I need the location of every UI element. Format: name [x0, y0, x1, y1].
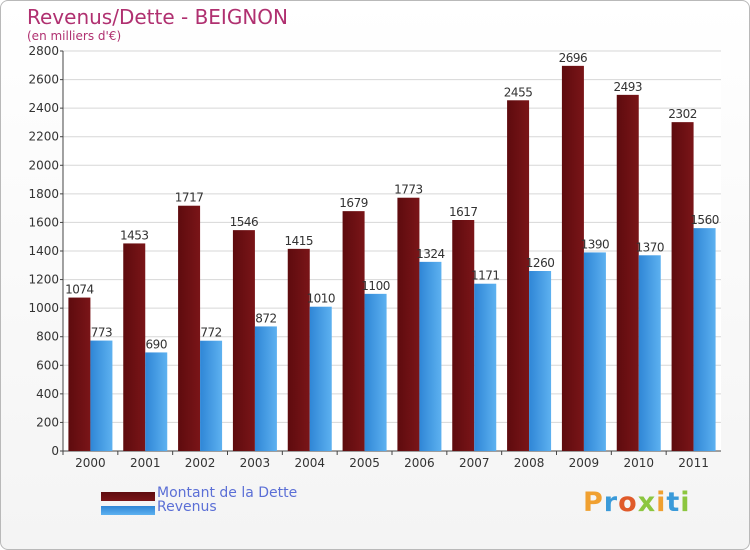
y-tick-label: 200 — [36, 415, 59, 429]
data-label-revenue: 1171 — [471, 269, 500, 283]
bar-debt — [561, 65, 584, 451]
data-label-revenue: 1100 — [361, 279, 390, 293]
data-label-revenue: 1370 — [635, 240, 664, 254]
bar-debt — [397, 197, 420, 451]
logo-letter: i — [656, 487, 667, 518]
bar-debt — [232, 230, 255, 451]
bar-revenue — [200, 340, 223, 451]
bar-revenue — [583, 252, 606, 451]
x-tick-label: 2011 — [678, 456, 709, 470]
logo-letter: t — [666, 487, 681, 518]
y-tick-label: 2600 — [28, 73, 59, 87]
bar-revenue — [693, 228, 716, 451]
bar-revenue — [145, 352, 168, 451]
bar-revenue — [638, 255, 661, 451]
x-tick-label: 2007 — [459, 456, 490, 470]
legend-label-debt: Montant de la Dette — [157, 485, 298, 501]
data-label-debt: 1773 — [394, 183, 423, 197]
bar-revenue — [309, 306, 332, 451]
y-tick-label: 0 — [51, 444, 59, 458]
data-label-debt: 1679 — [339, 196, 368, 210]
x-tick-label: 2009 — [569, 456, 600, 470]
data-label-revenue: 1010 — [306, 292, 335, 306]
y-tick-label: 1600 — [28, 215, 59, 229]
data-label-debt: 2696 — [559, 51, 588, 65]
y-tick-label: 2800 — [28, 44, 59, 58]
y-tick-label: 2200 — [28, 130, 59, 144]
data-label-revenue: 1560 — [690, 213, 719, 227]
data-label-revenue: 690 — [146, 337, 167, 351]
data-label-debt: 2302 — [668, 107, 697, 121]
bar-revenue — [90, 340, 113, 451]
bar-revenue — [364, 293, 387, 451]
bar-revenue — [529, 271, 552, 451]
data-label-debt: 1717 — [175, 191, 204, 205]
data-label-debt: 1546 — [230, 215, 259, 229]
chart-title: Revenus/Dette - BEIGNON — [27, 5, 288, 29]
x-tick-label: 2004 — [294, 456, 325, 470]
x-tick-label: 2000 — [75, 456, 106, 470]
data-label-revenue: 1260 — [526, 256, 555, 270]
bar-revenue — [474, 283, 497, 451]
bar-debt — [452, 220, 475, 451]
bar-debt — [671, 122, 694, 452]
legend-swatch-revenue — [101, 506, 155, 515]
y-tick-label: 1000 — [28, 301, 59, 315]
bar-revenue — [419, 261, 442, 451]
chart-subtitle: (en milliers d'€) — [27, 29, 122, 43]
x-tick-label: 2003 — [240, 456, 271, 470]
bar-debt — [616, 94, 639, 451]
data-label-revenue: 872 — [255, 311, 276, 325]
x-tick-label: 2006 — [404, 456, 435, 470]
y-tick-label: 400 — [36, 387, 59, 401]
data-label-debt: 1453 — [120, 228, 149, 242]
y-tick-label: 2000 — [28, 158, 59, 172]
y-tick-label: 800 — [36, 330, 59, 344]
logo-letter: i — [680, 487, 691, 518]
x-tick-label: 2008 — [514, 456, 545, 470]
legend-swatch-debt — [101, 492, 155, 501]
data-label-debt: 1415 — [284, 234, 313, 248]
x-tick-label: 2005 — [349, 456, 380, 470]
y-tick-label: 600 — [36, 358, 59, 372]
data-label-debt: 2455 — [504, 85, 533, 99]
logo-letter: o — [618, 487, 638, 518]
legend-label-revenue: Revenus — [157, 499, 217, 515]
data-label-debt: 1074 — [65, 283, 94, 297]
bar-debt — [68, 297, 91, 451]
data-label-debt: 1617 — [449, 205, 478, 219]
y-tick-label: 1200 — [28, 273, 59, 287]
data-label-debt: 2493 — [613, 80, 642, 94]
x-tick-label: 2002 — [185, 456, 216, 470]
bar-debt — [342, 211, 365, 451]
bar-revenue — [254, 326, 277, 451]
bar-debt — [287, 248, 310, 451]
data-label-revenue: 1324 — [416, 247, 445, 261]
y-tick-label: 1400 — [28, 244, 59, 258]
x-tick-label: 2001 — [130, 456, 161, 470]
data-label-revenue: 772 — [200, 326, 221, 340]
data-label-revenue: 1390 — [581, 237, 610, 251]
proxiti-logo: Proxiti — [583, 487, 691, 518]
y-tick-label: 2400 — [28, 101, 59, 115]
bar-debt — [123, 243, 146, 451]
y-tick-label: 1800 — [28, 187, 59, 201]
logo-letter: r — [603, 487, 619, 518]
data-label-revenue: 773 — [91, 326, 112, 340]
x-tick-label: 2010 — [623, 456, 654, 470]
bar-debt — [178, 205, 201, 451]
logo-letter: x — [637, 487, 657, 518]
bar-debt — [507, 100, 530, 452]
logo-letter: P — [583, 487, 604, 518]
